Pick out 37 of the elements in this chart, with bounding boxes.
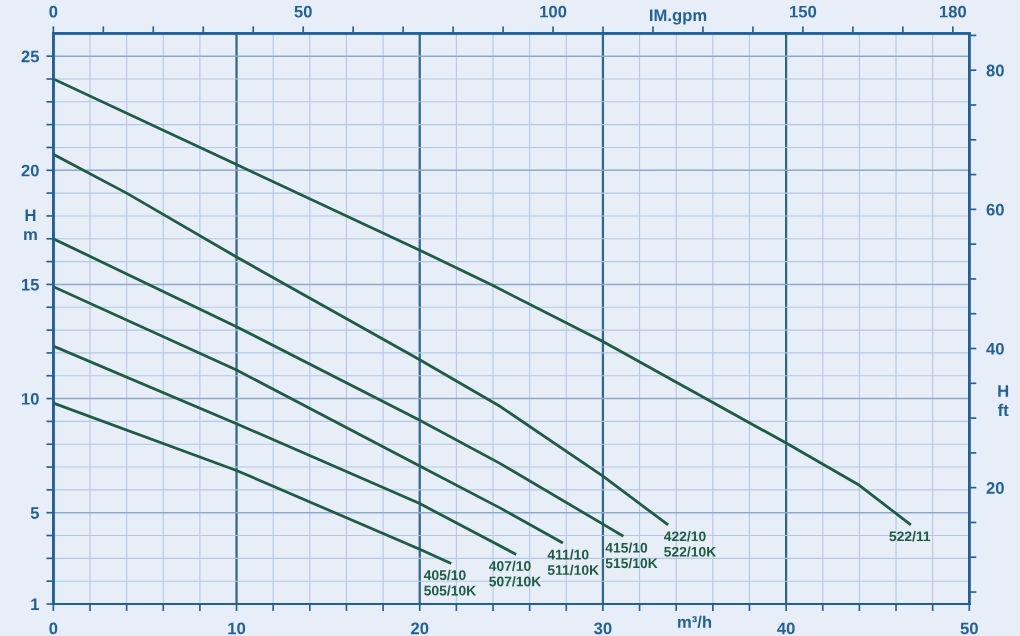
x-tick-label: 50 <box>960 622 978 635</box>
x2-tick-label: 50 <box>294 5 312 18</box>
y-tick-label: 10 <box>21 392 39 405</box>
y2-tick-label: 80 <box>986 64 1004 77</box>
y-axis-title: H m <box>24 209 37 241</box>
series-label: 407/10 507/10K <box>488 560 542 587</box>
y-tick-label: 15 <box>21 279 39 291</box>
y2-axis-title: H ft <box>997 385 1009 417</box>
y-tick-label: 25 <box>21 50 39 63</box>
line-series <box>53 152 669 526</box>
x-tick-label: 20 <box>411 622 429 635</box>
line-series <box>53 77 912 526</box>
y-tick-label: 20 <box>21 164 39 177</box>
y-tick-label: 1 <box>31 598 39 611</box>
line-series <box>53 401 452 565</box>
x-tick-label: 40 <box>777 622 795 635</box>
series-label: 415/10 515/10K <box>605 542 658 569</box>
series-label: 422/10 522/10K <box>663 531 717 557</box>
x2-tick-label: 100 <box>540 5 567 18</box>
x-tick-label: 0 <box>49 622 58 635</box>
series-label: 522/11 <box>889 531 931 542</box>
series-label: 405/10 505/10K <box>423 569 477 596</box>
x2-tick-label: 150 <box>790 5 817 18</box>
x2-tick-label: 0 <box>49 5 58 18</box>
y2-tick-label: 20 <box>986 482 1004 494</box>
x-tick-label: 10 <box>228 622 246 635</box>
y2-tick-label: 40 <box>986 342 1004 355</box>
line-series <box>53 344 517 556</box>
line-series <box>53 285 564 544</box>
y2-tick-label: 60 <box>986 203 1004 216</box>
x2-axis-title: IM.gpm <box>649 9 707 25</box>
x-axis-title: m³/h <box>678 615 712 629</box>
x-tick-label: 30 <box>594 622 612 635</box>
x2-tick-label: 180 <box>939 5 967 18</box>
line-series <box>53 237 624 537</box>
series-label: 411/10 511/10K <box>547 549 599 576</box>
y-tick-label: 5 <box>30 507 39 519</box>
